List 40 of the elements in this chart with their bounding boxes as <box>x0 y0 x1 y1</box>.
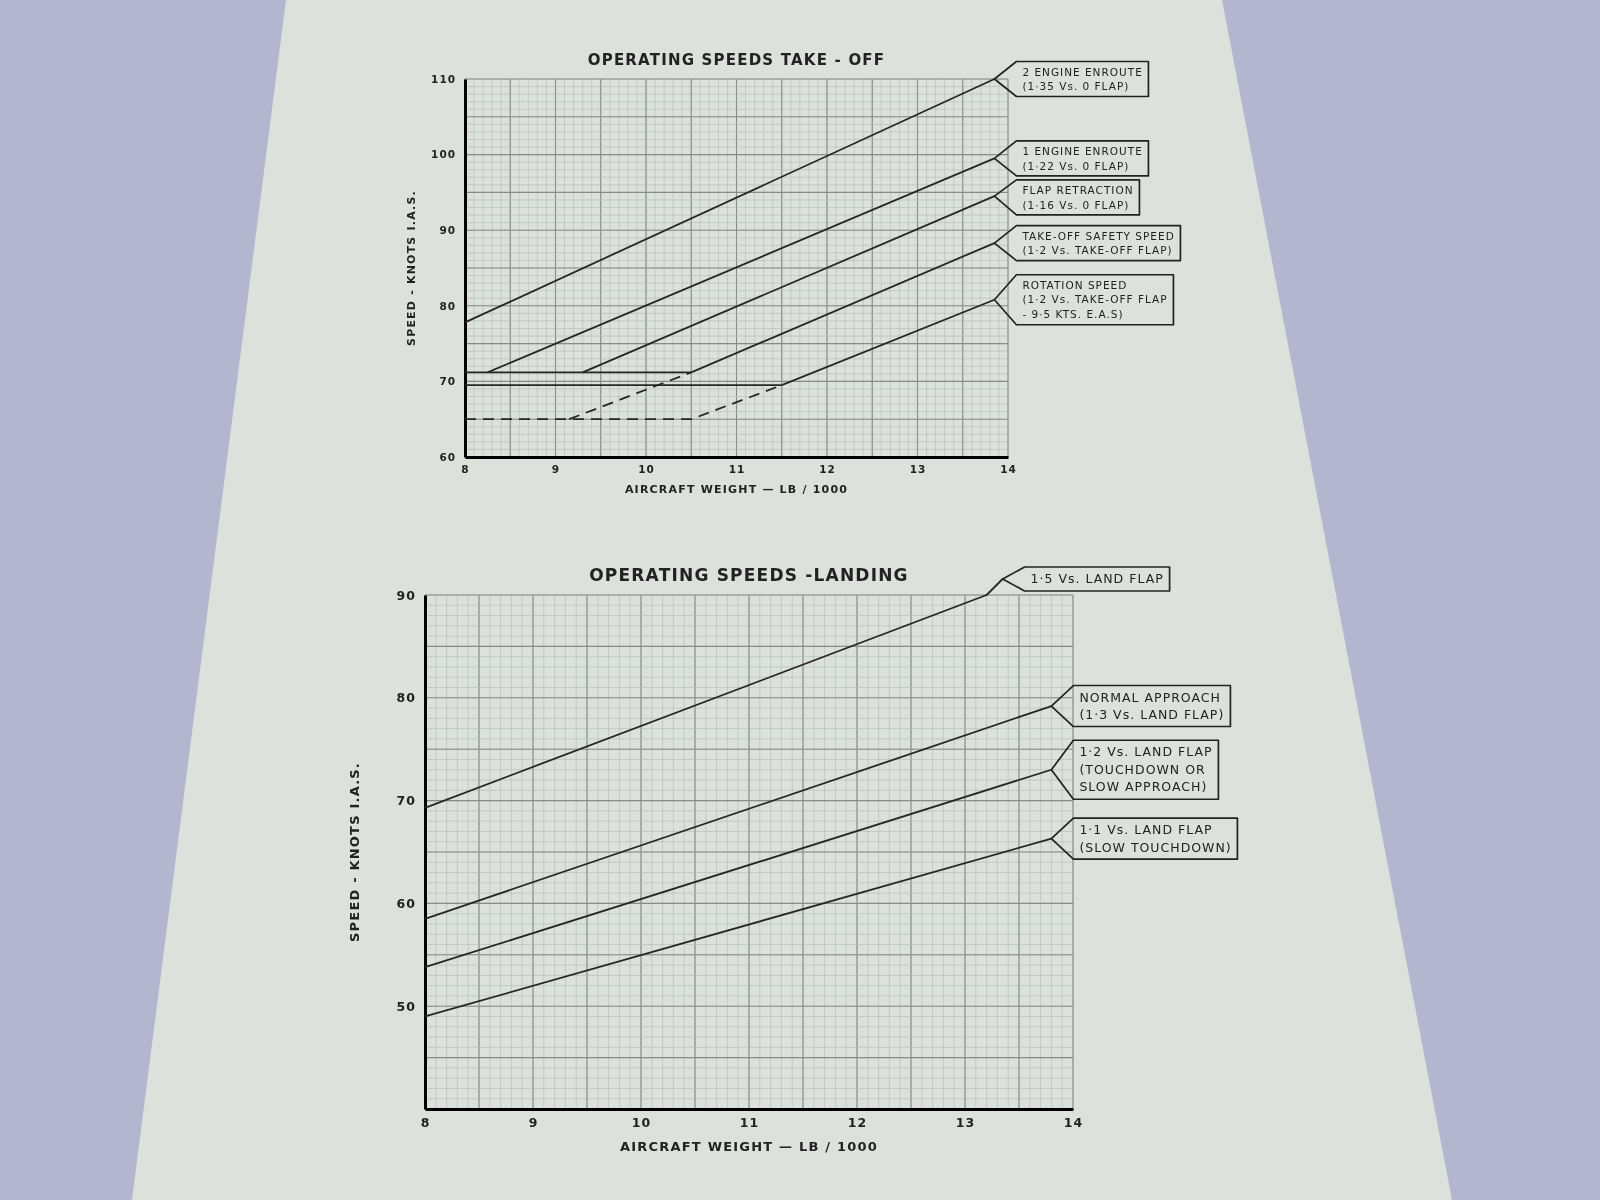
text: NORMAL APPROACH (1·3 Vs. LAND FLAP) <box>1079 688 1225 724</box>
y-tick-label: 70 <box>439 375 456 388</box>
y-axis-title: SPEED - KNOTS I.A.S. <box>346 762 362 942</box>
y-tick-label: 60 <box>396 895 416 911</box>
y-tick-label: 90 <box>396 587 416 603</box>
text: 1·1 Vs. LAND FLAP (SLOW TOUCHDOWN) <box>1079 821 1232 857</box>
text: TAKE-OFF SAFETY SPEED (1·2 Vs. TAKE-OFF FLAP) <box>1022 228 1175 258</box>
y-tick-label: 100 <box>431 148 456 161</box>
legend-label: 1·5 Vs. LAND FLAP <box>1030 570 1164 588</box>
x-tick-label: 13 <box>955 1114 976 1130</box>
text: FLAP RETRACTION (1·16 Vs. 0 FLAP) <box>1022 182 1134 213</box>
chart-title: OPERATING SPEEDS TAKE - OFF <box>587 51 886 69</box>
y-tick-label: 80 <box>439 299 456 312</box>
y-tick-label: 90 <box>439 224 456 237</box>
x-tick-label: 14 <box>1063 1114 1084 1130</box>
x-tick-label: 13 <box>909 463 927 476</box>
x-tick-label: 9 <box>551 463 561 476</box>
y-tick-label: 80 <box>396 690 416 706</box>
x-tick-label: 9 <box>528 1114 539 1130</box>
text: ROTATION SPEED (1·2 Vs. TAKE-OFF FLAP - 9·5 KTS. E.A.S) <box>1022 277 1168 322</box>
x-tick-label: 14 <box>1000 463 1017 476</box>
y-tick-label: 50 <box>396 998 416 1014</box>
x-axis-title: AIRCRAFT WEIGHT — LB / 1000 <box>620 1139 878 1154</box>
y-axis-title: SPEED - KNOTS I.A.S. <box>404 190 418 346</box>
y-tick-label: 110 <box>431 72 456 85</box>
text: 1·2 Vs. LAND FLAP (TOUCHDOWN OR SLOW APPROACH) <box>1079 743 1213 796</box>
chart-title: OPERATING SPEEDS -LANDING <box>589 565 909 585</box>
x-tick-label: 8 <box>461 463 470 476</box>
x-tick-label: 10 <box>631 1114 652 1130</box>
x-tick-label: 11 <box>739 1114 760 1130</box>
text: 1 ENGINE ENROUTE (1·22 Vs. 0 FLAP) <box>1022 143 1143 174</box>
x-tick-label: 11 <box>728 463 746 476</box>
y-tick-label: 60 <box>439 450 456 463</box>
x-tick-label: 12 <box>819 463 836 476</box>
x-tick-label: 12 <box>847 1114 868 1130</box>
x-axis-title: AIRCRAFT WEIGHT — LB / 1000 <box>624 483 849 496</box>
text: 2 ENGINE ENROUTE (1·35 Vs. 0 FLAP) <box>1022 64 1143 94</box>
x-tick-label: 10 <box>638 463 655 476</box>
y-tick-label: 70 <box>396 793 416 809</box>
x-tick-label: 8 <box>420 1114 431 1130</box>
